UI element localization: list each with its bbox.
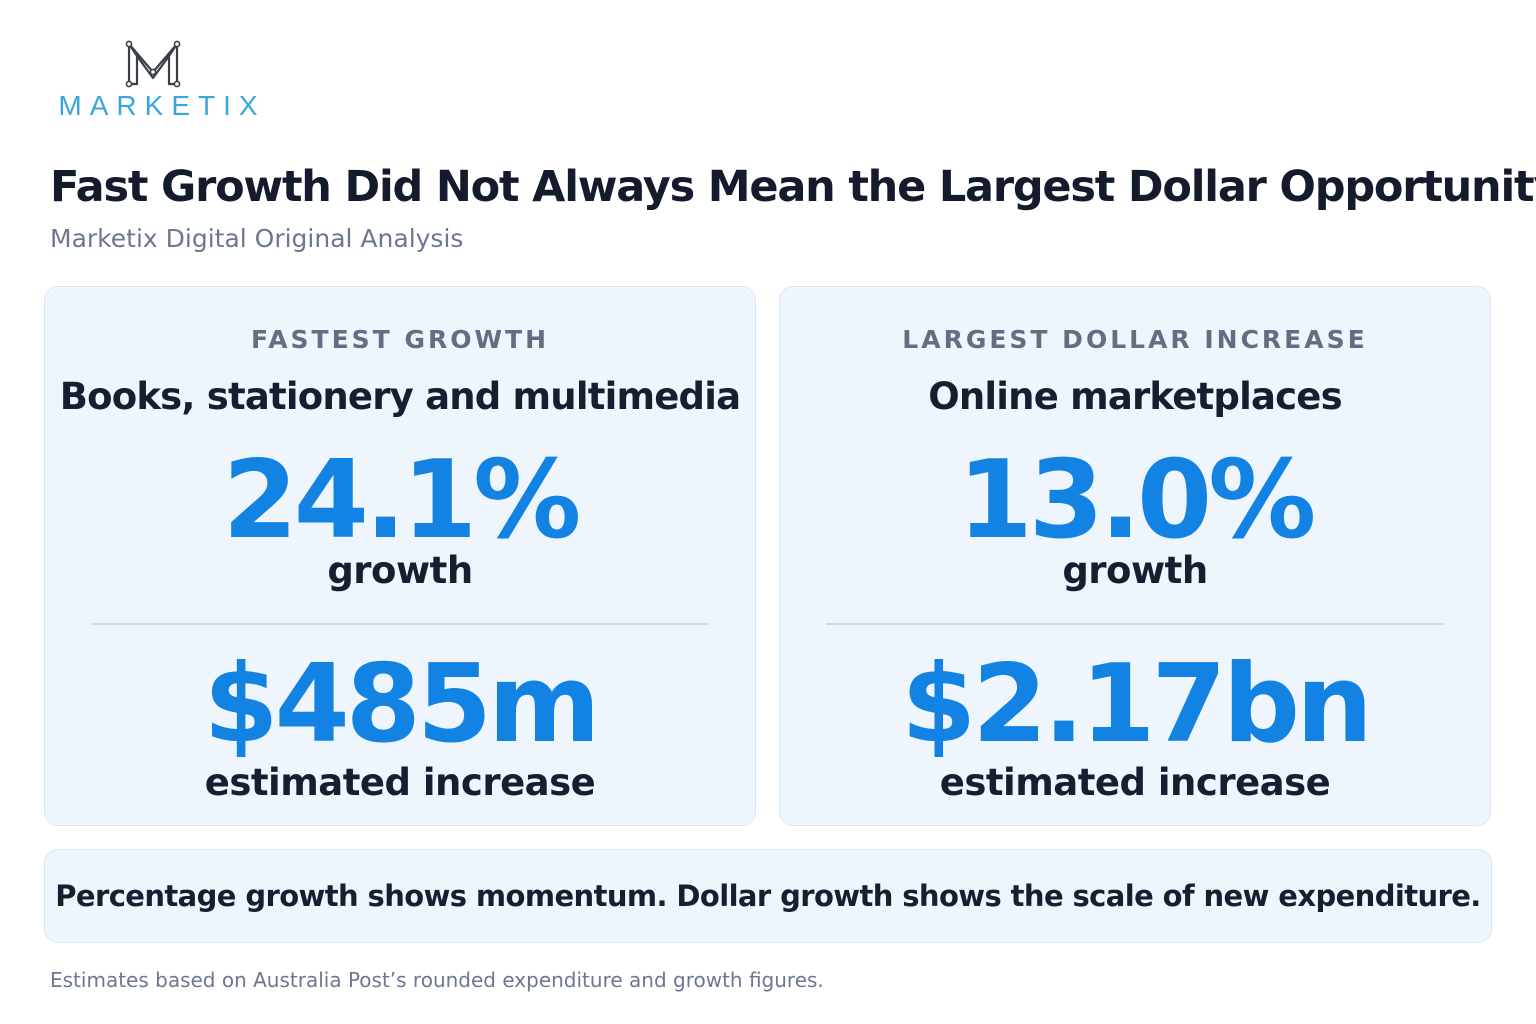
footnote: Estimates based on Australia Post’s roun… (50, 968, 824, 992)
page-title: Fast Growth Did Not Always Mean the Larg… (50, 162, 1536, 212)
growth-caption: growth (1062, 549, 1208, 592)
growth-caption: growth (327, 549, 473, 592)
fastest-growth-card: FASTEST GROWTH Books, stationery and mul… (44, 286, 756, 826)
insight-text: Percentage growth shows momentum. Dollar… (55, 879, 1481, 913)
card-category: Books, stationery and multimedia (59, 375, 741, 418)
card-label: LARGEST DOLLAR INCREASE (902, 325, 1368, 354)
dollar-increase-caption: estimated increase (204, 761, 596, 804)
growth-percentage: 24.1% (222, 438, 582, 563)
card-category: Online marketplaces (928, 375, 1342, 418)
dollar-increase-value: $2.17bn (901, 642, 1373, 767)
brand-wordmark: MARKETIX (58, 90, 266, 121)
marketix-m-logo-icon (125, 40, 181, 88)
card-divider (91, 623, 709, 625)
brand-logo: MARKETIX (52, 38, 272, 122)
insight-banner: Percentage growth shows momentum. Dollar… (44, 849, 1492, 943)
card-divider (826, 623, 1444, 625)
page-subtitle: Marketix Digital Original Analysis (50, 224, 464, 253)
dollar-increase-caption: estimated increase (939, 761, 1331, 804)
dollar-increase-value: $485m (203, 642, 600, 767)
growth-percentage: 13.0% (957, 438, 1317, 563)
card-label: FASTEST GROWTH (250, 325, 550, 354)
largest-dollar-increase-card: LARGEST DOLLAR INCREASE Online marketpla… (779, 286, 1491, 826)
